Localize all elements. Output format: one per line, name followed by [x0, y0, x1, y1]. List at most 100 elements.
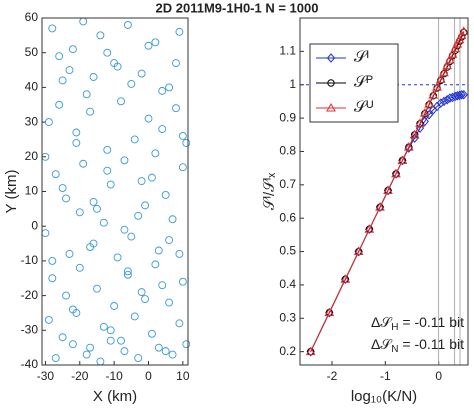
axes-frame: [41, 17, 189, 366]
marker: [442, 60, 453, 70]
y-tick-label: 30: [25, 114, 39, 128]
marker: [383, 185, 393, 194]
point: [127, 232, 136, 241]
point: [44, 118, 53, 127]
y-tick-label: 0.5: [279, 244, 296, 258]
annotation-value: = -0.11 bit: [398, 336, 464, 352]
y-axis-label: Y (km): [3, 170, 20, 214]
annotation-subscript: N: [391, 344, 398, 355]
marker: [447, 49, 458, 58]
point: [134, 354, 143, 363]
marker: [415, 118, 425, 127]
marker: [452, 39, 463, 48]
point: [123, 267, 132, 276]
point: [144, 114, 153, 123]
marker: [375, 202, 385, 211]
x-tick-label: -20: [71, 369, 89, 383]
marker: [428, 90, 439, 99]
marker: [391, 169, 401, 179]
axes-frame: [299, 17, 469, 366]
x-tick-label: 0: [145, 369, 152, 383]
plot-area: [42, 18, 188, 365]
point: [120, 156, 129, 165]
x-tick-label: -1: [380, 369, 391, 383]
y-tick-label: 0.6: [279, 210, 296, 224]
marker: [450, 43, 461, 53]
marker: [391, 168, 401, 178]
legend-marker: [327, 79, 335, 87]
point: [55, 100, 64, 109]
y-tick-label: -10: [21, 253, 39, 267]
point: [175, 319, 184, 328]
point: [113, 62, 122, 71]
x-tick-label: -10: [105, 369, 123, 383]
point: [168, 215, 177, 224]
point: [158, 86, 167, 95]
point: [93, 204, 101, 213]
point: [144, 41, 153, 50]
point: [147, 173, 156, 182]
x-axis-label: X (km): [93, 388, 137, 405]
marker: [325, 307, 334, 318]
point: [62, 194, 70, 203]
marker: [439, 67, 449, 77]
point: [86, 343, 95, 352]
point: [103, 145, 112, 154]
point: [68, 45, 77, 54]
point: [93, 284, 101, 293]
point: [65, 66, 74, 75]
point: [75, 208, 84, 217]
point: [82, 350, 91, 359]
marker: [403, 142, 414, 151]
annotation-subscript: H: [391, 322, 398, 333]
point: [86, 107, 95, 116]
point: [178, 163, 187, 172]
point: [103, 48, 112, 57]
legend-label: 𝒮ᵁ: [354, 99, 373, 116]
point: [161, 191, 170, 199]
marker: [364, 224, 375, 233]
point: [79, 159, 88, 168]
marker: [453, 90, 462, 101]
marker: [435, 74, 446, 83]
point: [99, 218, 108, 227]
marker: [353, 246, 364, 256]
point: [172, 104, 180, 113]
y-tick-label: 1: [289, 77, 296, 91]
y-axis-label: 𝒮ᴵ/𝒮ᴵₓ: [261, 173, 278, 210]
marker: [458, 26, 469, 35]
annotation-symbol: Δ𝒮: [371, 314, 393, 330]
marker: [439, 96, 449, 107]
y-tick-label: 0: [31, 218, 38, 232]
y-tick-label: 40: [25, 80, 39, 94]
point: [68, 340, 77, 349]
point: [72, 128, 81, 137]
series-line: [310, 31, 465, 352]
point: [165, 298, 174, 307]
point: [48, 24, 57, 33]
marker: [455, 90, 464, 101]
point: [137, 69, 146, 78]
annotation: Δ𝒮N = -0.11 bit: [371, 336, 464, 355]
y-tick-label: 1.1: [279, 44, 296, 58]
point: [58, 333, 67, 342]
point: [127, 79, 136, 88]
point: [182, 138, 191, 147]
marker: [398, 155, 407, 166]
marker: [445, 55, 455, 64]
marker: [409, 129, 420, 139]
x-axis-label: log₁₀(K/N): [351, 388, 417, 405]
y-tick-label: 10: [25, 184, 39, 198]
point: [134, 211, 143, 220]
marker: [454, 34, 465, 44]
point: [72, 138, 81, 147]
point: [178, 277, 187, 286]
point: [123, 20, 132, 29]
y-tick-label: 0.4: [279, 277, 296, 291]
point: [151, 260, 160, 269]
y-tick-label: 0.2: [279, 344, 296, 358]
point: [106, 326, 115, 335]
point: [141, 295, 150, 304]
point: [154, 246, 163, 255]
point: [147, 329, 156, 338]
